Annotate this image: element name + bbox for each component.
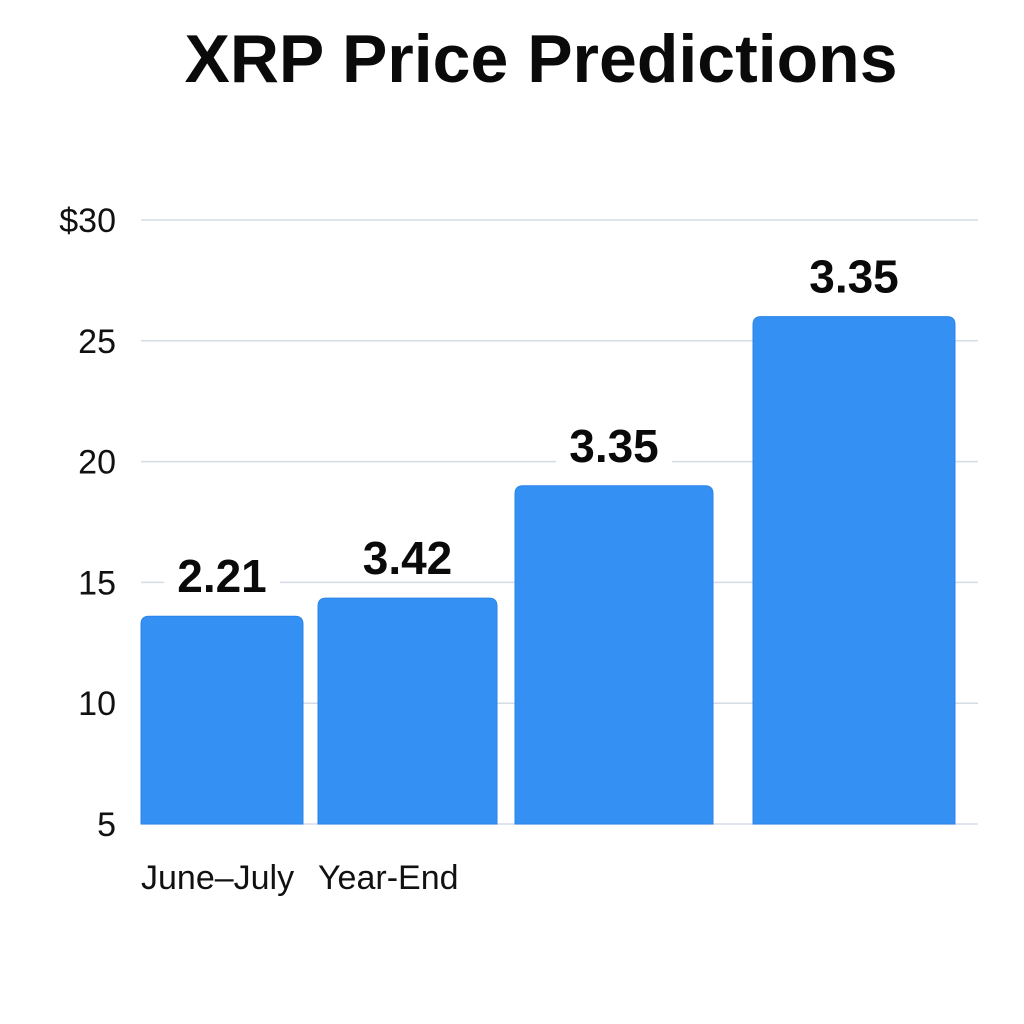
bar xyxy=(752,316,956,825)
y-tick-label: 20 xyxy=(78,444,116,482)
data-label: 2.21 xyxy=(177,550,267,602)
data-label-background xyxy=(556,413,672,468)
bar xyxy=(514,485,714,825)
data-label: 3.35 xyxy=(809,251,899,303)
chart-title: XRP Price Predictions xyxy=(184,21,897,97)
y-axis-ticks: 5 10 15 20 25 $30 xyxy=(59,202,116,844)
y-tick-label: 10 xyxy=(78,685,116,723)
data-label: 3.42 xyxy=(363,532,453,584)
x-tick-label: June–July xyxy=(141,859,294,897)
data-label-background xyxy=(349,526,466,581)
data-label: 3.35 xyxy=(569,420,659,472)
y-tick-label: 25 xyxy=(78,323,116,361)
x-tick-label: Year-End xyxy=(318,859,459,897)
y-tick-label: 5 xyxy=(97,806,116,844)
y-tick-label: $30 xyxy=(59,202,116,240)
data-labels: 2.21 3.42 3.35 3.35 xyxy=(164,244,912,602)
x-axis-ticks: June–July Year-End xyxy=(141,859,459,897)
data-label-background xyxy=(164,544,280,599)
bars xyxy=(140,316,956,825)
bar xyxy=(317,597,498,825)
y-tick-label: 15 xyxy=(78,564,116,602)
bar xyxy=(140,615,304,825)
data-label-background xyxy=(796,244,912,299)
